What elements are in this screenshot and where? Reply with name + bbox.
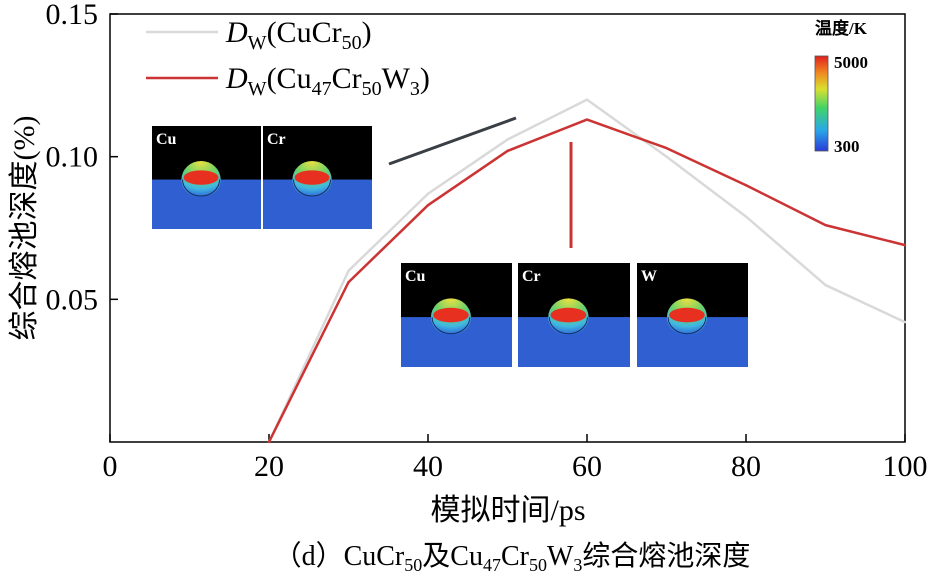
series-2-point [744,184,748,187]
series-1-point [744,215,748,218]
series-1-point [903,320,907,324]
colorbar-min-label: 300 [834,137,860,156]
series-2-point [903,243,907,247]
colorbar-title: 温度/K [815,18,868,38]
series-2-point [506,149,509,153]
y-tick-label: 0.10 [46,141,99,174]
x-tick-label: 40 [413,450,443,483]
x-tick-label: 100 [883,450,928,483]
series-2-point [665,146,668,150]
series-1-point [506,138,509,141]
colorbar: 温度/K 5000 300 [814,18,868,156]
melt-pool-outline [182,179,221,197]
y-axis-title: 综合熔池深度(%) [8,116,41,341]
series-2-point [824,223,827,227]
x-tick-label: 60 [572,450,602,483]
panel-label: Cu [156,131,177,148]
series-1-point [426,192,430,195]
melt-pool-outline [431,317,471,335]
top-inset-connector [388,116,517,166]
panel-label: Cu [405,268,426,285]
panel-label: W [641,268,657,285]
legend-entry-2: DW(Cu47Cr50W3) [225,62,430,100]
melt-pool-hot-zone [550,307,587,323]
plot-frame [109,13,906,443]
simulation-panel-cu: Cu [152,126,261,229]
panel-label: Cr [267,131,286,148]
panel-label: Cr [522,268,541,285]
y-tick-label: 0.05 [46,283,99,316]
melt-pool-hot-zone [433,307,469,323]
simulation-panel-cr: Cr [263,126,372,229]
y-tick-label: 0.15 [46,0,99,31]
series-2-point [426,203,430,207]
figure-caption: （d）CuCr50及Cu47Cr50W3综合熔池深度 [274,540,751,575]
melt-pool-outline [548,317,588,335]
melt-pool-outline [667,317,707,335]
melt-pool-hot-zone [183,170,219,185]
series-1-point [824,283,827,287]
simulation-panel-cu: Cu [401,263,512,367]
series-2-point [347,281,350,284]
x-axis-title: 模拟时间/ps [430,494,585,527]
colorbar-gradient [814,55,829,152]
legend-entry-1: DW(CuCr50) [225,16,372,54]
melt-pool-hot-zone [294,170,330,185]
series-2-point [267,440,271,444]
x-tick-label: 80 [731,450,761,483]
melt-pool-outline [293,179,332,197]
x-tick-label: 0 [103,450,118,483]
simulation-panel-cr: Cr [518,263,630,367]
colorbar-max-label: 5000 [834,53,868,72]
simulation-panel-w: W [637,263,748,367]
x-tick-label: 20 [254,450,284,483]
series-2-point [585,118,589,121]
series-1-point [665,155,668,158]
series-1-point [585,98,589,101]
series-1-point [347,269,350,272]
melt-pool-hot-zone [669,307,705,323]
